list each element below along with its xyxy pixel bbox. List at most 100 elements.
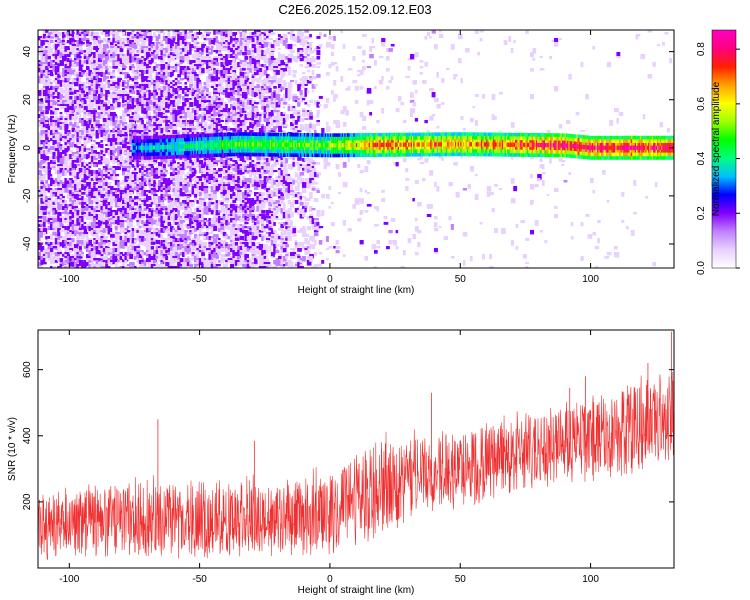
noise-cell — [38, 170, 42, 176]
noise-cell — [114, 248, 118, 253]
noise-cell — [198, 222, 203, 227]
noise-cell — [170, 252, 174, 256]
noise-cell — [78, 72, 83, 77]
noise-cell — [227, 94, 232, 100]
noise-cell — [114, 120, 119, 123]
noise-cell — [160, 206, 164, 210]
noise-cell — [95, 184, 100, 188]
noise-cell — [95, 222, 99, 225]
noise-cell — [40, 68, 44, 72]
noise-cell — [191, 178, 196, 182]
noise-cell — [42, 210, 47, 214]
noise-cell — [170, 130, 174, 135]
noise-cell — [95, 206, 99, 209]
noise-cell — [138, 176, 144, 180]
noise-cell — [232, 64, 237, 70]
noise-cell — [88, 140, 91, 143]
noise-cell — [78, 106, 82, 109]
noise-cell — [69, 114, 74, 120]
noise-cell — [66, 154, 71, 159]
noise-cell — [165, 212, 169, 216]
noise-cell — [167, 54, 170, 58]
noise-cell — [184, 30, 187, 36]
noise-cell — [184, 262, 188, 268]
noise-cell — [62, 54, 66, 57]
noise-cell — [227, 166, 232, 171]
noise-cell — [177, 64, 180, 67]
noise-cell — [117, 96, 121, 99]
noise-cell — [59, 80, 64, 83]
noise-cell — [172, 220, 177, 226]
noise-cell — [119, 216, 124, 220]
noise-cell — [90, 128, 94, 131]
noise-cell — [112, 242, 116, 245]
noise-cell — [59, 32, 63, 35]
noise-cell — [64, 162, 69, 168]
noise-cell — [93, 160, 96, 164]
noise-cell — [86, 170, 91, 176]
noise-cell — [57, 170, 62, 174]
noise-cell — [162, 84, 167, 88]
noise-cell — [119, 78, 123, 80]
noise-cell — [170, 246, 173, 251]
noise-cell — [184, 252, 188, 255]
noise-cell — [131, 180, 135, 184]
noise-cell — [81, 62, 86, 65]
noise-cell — [177, 168, 181, 172]
noise-cell — [66, 106, 70, 110]
noise-cell — [114, 234, 120, 240]
noise-cell — [93, 208, 96, 214]
noise-cell — [227, 46, 232, 50]
noise-cell — [225, 236, 228, 240]
noise-cell — [88, 174, 93, 177]
noise-cell — [38, 230, 43, 233]
noise-cell — [42, 222, 46, 228]
noise-cell — [141, 192, 145, 197]
noise-cell — [220, 106, 224, 109]
noise-cell — [172, 258, 176, 261]
noise-cell — [52, 164, 57, 167]
noise-cell — [50, 90, 55, 93]
noise-cell — [47, 46, 52, 50]
noise-cell — [45, 162, 50, 166]
noise-cell — [78, 152, 83, 156]
noise-cell — [95, 124, 101, 127]
noise-cell — [98, 250, 102, 255]
noise-cell — [57, 206, 62, 210]
noise-cell — [117, 166, 121, 170]
noise-cell — [227, 192, 231, 195]
noise-cell — [45, 100, 50, 103]
noise-cell — [110, 222, 115, 225]
noise-cell — [74, 222, 78, 225]
noise-cell — [93, 146, 98, 149]
noise-cell — [64, 108, 69, 113]
noise-cell — [86, 198, 91, 201]
noise-cell — [177, 194, 181, 198]
noise-cell — [138, 38, 143, 42]
noise-cell — [162, 118, 167, 121]
noise-cell — [71, 32, 75, 36]
noise-cell — [222, 254, 227, 258]
noise-cell — [232, 228, 236, 232]
noise-cell — [98, 128, 103, 134]
noise-cell — [47, 200, 53, 205]
noise-cell — [167, 44, 171, 49]
noise-cell — [66, 32, 70, 37]
noise-cell — [167, 212, 172, 218]
noise-cell — [182, 102, 186, 104]
noise-cell — [81, 232, 85, 236]
noise-cell — [126, 98, 132, 101]
noise-cell — [95, 250, 100, 255]
noise-cell — [52, 120, 56, 123]
noise-cell — [66, 36, 72, 40]
noise-cell — [98, 88, 101, 93]
noise-cell — [153, 182, 157, 186]
noise-cell — [189, 30, 193, 33]
noise-cell — [201, 128, 205, 131]
noise-cell — [170, 162, 174, 168]
noise-cell — [196, 84, 201, 89]
noise-cell — [232, 214, 236, 218]
noise-cell — [186, 88, 191, 94]
noise-cell — [52, 156, 55, 159]
noise-cell — [146, 218, 151, 221]
